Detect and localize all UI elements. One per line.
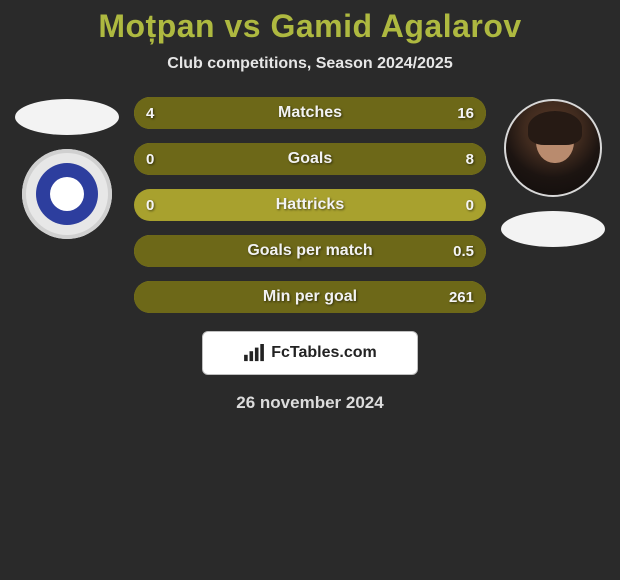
left-player-col (12, 97, 122, 239)
right-player-col (498, 97, 608, 247)
stats-bars: 416Matches 08Goals 0 0Hattricks 0.5Goals per… (134, 97, 486, 313)
stat-label: Hattricks (134, 189, 486, 221)
stat-row: 416Matches (134, 97, 486, 129)
brand-badge[interactable]: FcTables.com (202, 331, 418, 375)
right-player-avatar (504, 99, 602, 197)
main-row: 416Matches 08Goals 0 0Hattricks 0.5Goals per… (0, 97, 620, 313)
brand-text: FcTables.com (271, 344, 377, 362)
subtitle: Club competitions, Season 2024/2025 (0, 55, 620, 73)
stat-fill-right (134, 281, 486, 313)
stat-row: 0.5Goals per match (134, 235, 486, 267)
stat-fill-right (204, 97, 486, 129)
stat-row: 0 0Hattricks (134, 189, 486, 221)
stat-fill-right (136, 143, 486, 175)
stat-value-right: 0 (466, 189, 474, 221)
footer-date: 26 november 2024 (0, 393, 620, 413)
bar-chart-icon (243, 344, 265, 362)
stat-fill-right (134, 235, 486, 267)
left-player-avatar-placeholder (15, 99, 119, 135)
comparison-card: Moțpan vs Gamid Agalarov Club competitio… (0, 0, 620, 413)
page-title: Moțpan vs Gamid Agalarov (0, 8, 620, 45)
club-badge-inner (50, 177, 84, 211)
stat-fill-left (134, 97, 204, 129)
right-club-placeholder (501, 211, 605, 247)
stat-row: 08Goals (134, 143, 486, 175)
stat-value-left: 0 (146, 189, 154, 221)
stat-row: 261Min per goal (134, 281, 486, 313)
left-club-badge (22, 149, 112, 239)
